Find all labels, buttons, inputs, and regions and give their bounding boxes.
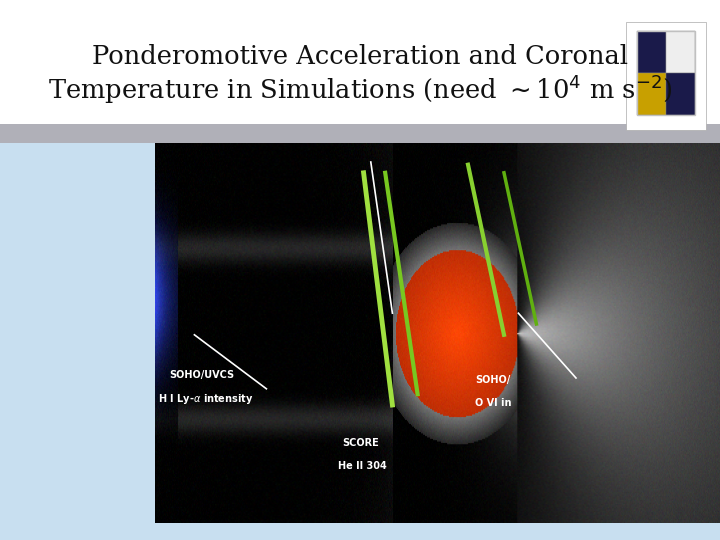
Bar (666, 31, 695, 73)
Bar (637, 31, 695, 115)
Bar (666, 73, 695, 115)
Bar (0, 124, 720, 143)
Text: Temperature in Simulations (need $\sim$10$^{4}$ m s$^{-2}$): Temperature in Simulations (need $\sim$1… (48, 72, 672, 106)
Bar (637, 31, 666, 73)
Text: O VI in: O VI in (475, 398, 512, 408)
Text: Ponderomotive Acceleration and Coronal: Ponderomotive Acceleration and Coronal (92, 44, 628, 69)
Text: SOHO/: SOHO/ (475, 375, 510, 386)
Text: H I Ly-$\alpha$ intensity: H I Ly-$\alpha$ intensity (158, 392, 254, 406)
Bar (0, 143, 720, 540)
Text: SOHO/UVCS: SOHO/UVCS (169, 370, 234, 380)
Text: SCORE: SCORE (342, 437, 379, 448)
Text: He II 304: He II 304 (338, 461, 387, 471)
Bar (0, 0, 720, 124)
Bar (637, 73, 666, 115)
Bar (626, 22, 706, 130)
